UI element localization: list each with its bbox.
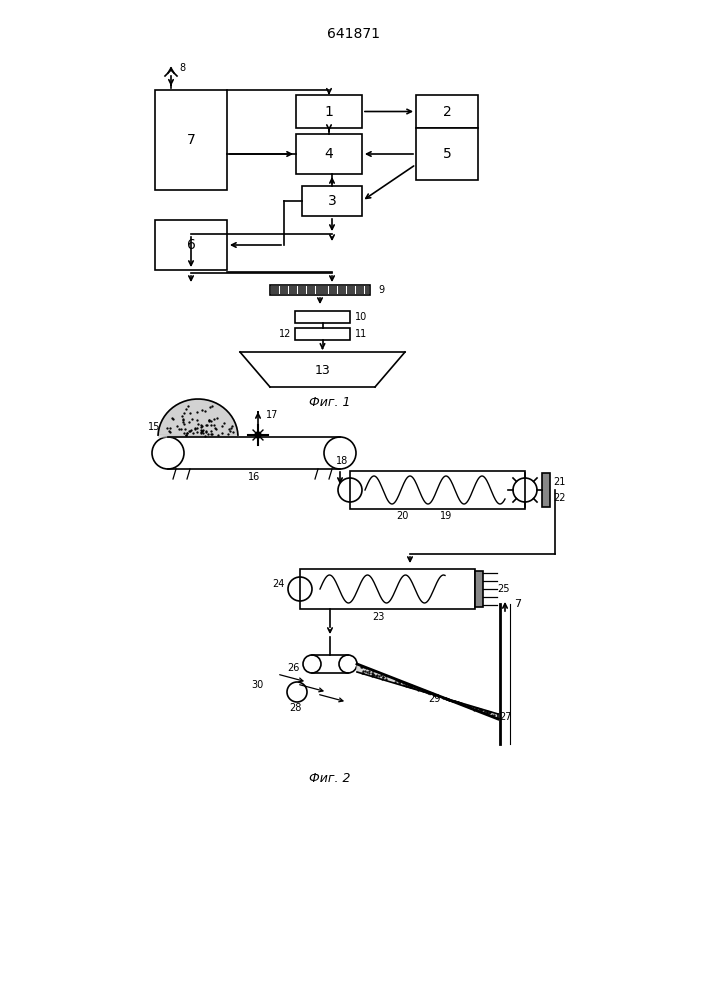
Text: 8: 8: [179, 63, 185, 73]
Text: 3: 3: [327, 194, 337, 208]
Bar: [416, 128, 478, 180]
Text: 20: 20: [397, 511, 409, 521]
Bar: [295, 328, 350, 340]
Text: 2: 2: [443, 104, 451, 118]
Bar: [280, 286, 284, 294]
Bar: [296, 95, 362, 128]
Text: 26: 26: [288, 663, 300, 673]
Bar: [315, 286, 320, 294]
Text: 1: 1: [325, 104, 334, 118]
Text: 6: 6: [187, 238, 195, 252]
Bar: [360, 286, 364, 294]
Bar: [298, 286, 302, 294]
Text: 18: 18: [336, 456, 348, 466]
Text: 17: 17: [266, 410, 278, 420]
Text: 641871: 641871: [327, 27, 380, 41]
Text: 13: 13: [315, 363, 330, 376]
Bar: [155, 220, 227, 270]
Text: 27: 27: [500, 712, 513, 722]
Bar: [351, 286, 355, 294]
Text: 25: 25: [497, 584, 509, 594]
Bar: [300, 569, 475, 609]
Bar: [302, 186, 362, 216]
Text: Фиг. 2: Фиг. 2: [309, 772, 351, 786]
Text: 30: 30: [252, 680, 264, 690]
Bar: [342, 286, 346, 294]
Bar: [296, 134, 362, 174]
Circle shape: [255, 432, 261, 438]
Bar: [356, 286, 360, 294]
Bar: [350, 471, 525, 509]
Bar: [289, 286, 293, 294]
Bar: [338, 286, 341, 294]
Bar: [276, 286, 279, 294]
Bar: [307, 286, 310, 294]
Text: 4: 4: [325, 147, 334, 161]
Text: 16: 16: [248, 472, 260, 482]
Text: Фиг. 1: Фиг. 1: [309, 395, 351, 408]
Bar: [475, 571, 483, 607]
Text: 24: 24: [273, 579, 285, 589]
Bar: [302, 286, 306, 294]
Text: 12: 12: [279, 329, 291, 339]
Bar: [365, 286, 368, 294]
Bar: [271, 286, 275, 294]
Text: 7: 7: [187, 133, 195, 147]
Text: 10: 10: [355, 312, 367, 322]
Bar: [155, 90, 227, 190]
Text: 11: 11: [355, 329, 367, 339]
Text: 15: 15: [148, 422, 160, 432]
Bar: [542, 473, 550, 507]
Bar: [295, 311, 350, 323]
Text: 29: 29: [428, 694, 440, 704]
Text: 22: 22: [553, 493, 566, 503]
Text: 9: 9: [378, 285, 384, 295]
Text: 19: 19: [440, 511, 452, 521]
Bar: [311, 286, 315, 294]
Text: 23: 23: [373, 612, 385, 622]
Bar: [334, 286, 337, 294]
Text: 5: 5: [443, 147, 451, 161]
Text: 7: 7: [515, 599, 522, 609]
Bar: [270, 285, 370, 295]
Polygon shape: [357, 664, 498, 719]
Bar: [325, 286, 329, 294]
Polygon shape: [158, 399, 238, 437]
Bar: [346, 286, 351, 294]
Bar: [416, 95, 478, 128]
Bar: [293, 286, 297, 294]
Text: 21: 21: [553, 477, 566, 487]
Bar: [284, 286, 288, 294]
Bar: [320, 286, 324, 294]
Text: 28: 28: [289, 703, 301, 713]
Bar: [329, 286, 333, 294]
